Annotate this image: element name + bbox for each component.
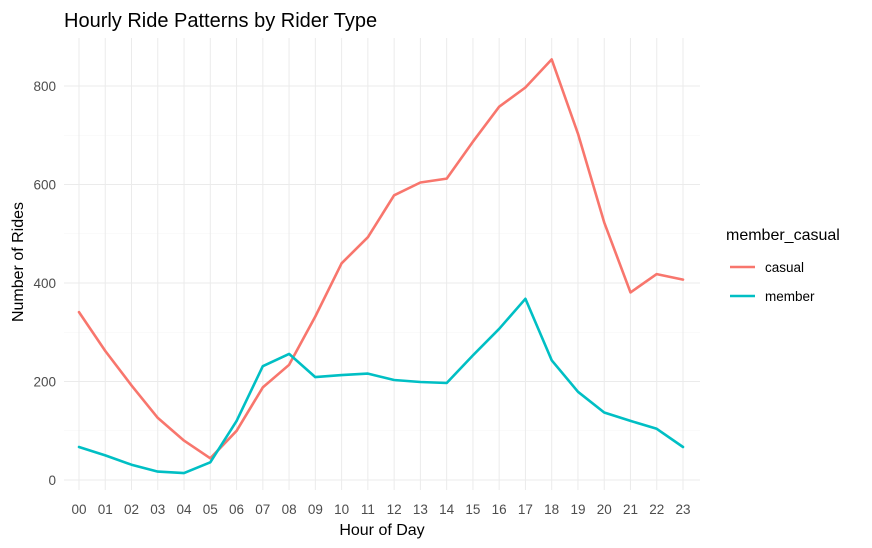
x-tick-label: 05: [203, 502, 218, 517]
x-tick-label: 03: [150, 502, 165, 517]
y-tick-label: 400: [33, 276, 56, 291]
x-axis-title: Hour of Day: [339, 522, 424, 539]
x-tick-label: 10: [334, 502, 349, 517]
y-tick-label: 0: [48, 473, 56, 488]
x-tick-label: 15: [465, 502, 480, 517]
x-tick-label: 13: [413, 502, 428, 517]
x-tick-label: 20: [597, 502, 612, 517]
x-tick-label: 11: [361, 502, 375, 517]
x-tick-label: 23: [675, 502, 690, 517]
x-tick-label: 07: [255, 502, 270, 517]
chart-title: Hourly Ride Patterns by Rider Type: [64, 10, 377, 32]
legend: member_casual casual member: [726, 227, 840, 304]
x-tick-label: 00: [71, 502, 86, 517]
x-tick-label: 16: [492, 502, 507, 517]
x-tick-label: 14: [439, 502, 455, 517]
x-axis-ticks: 00 01 02 03 04 05 06 07 08 09 10 11 12 13 14 15 16 17 18 19…: [71, 502, 690, 517]
series-line-casual: [77, 58, 685, 460]
series-line-member: [77, 297, 685, 475]
legend-title: member_casual: [726, 227, 840, 244]
y-tick-label: 800: [33, 79, 56, 94]
x-tick-label: 08: [282, 502, 297, 517]
y-tick-label: 200: [33, 375, 56, 390]
x-tick-label: 22: [649, 502, 664, 517]
y-axis-ticks: 0 200 400 600 800: [33, 79, 56, 488]
x-tick-label: 01: [98, 502, 113, 517]
legend-items: casual member: [730, 260, 815, 304]
y-axis-title: Number of Rides: [10, 202, 27, 322]
legend-label-casual: casual: [765, 260, 804, 275]
x-tick-label: 09: [308, 502, 323, 517]
x-tick-label: 06: [229, 502, 244, 517]
y-tick-label: 600: [33, 178, 56, 193]
x-tick-label: 18: [544, 502, 559, 517]
x-tick-label: 21: [623, 502, 638, 517]
x-tick-label: 17: [518, 502, 533, 517]
x-tick-label: 04: [177, 502, 193, 517]
x-tick-label: 19: [570, 502, 585, 517]
series-lines: [77, 58, 685, 475]
x-tick-label: 12: [387, 502, 402, 517]
legend-label-member: member: [765, 289, 815, 304]
grid: [64, 38, 700, 490]
x-tick-label: 02: [124, 502, 139, 517]
